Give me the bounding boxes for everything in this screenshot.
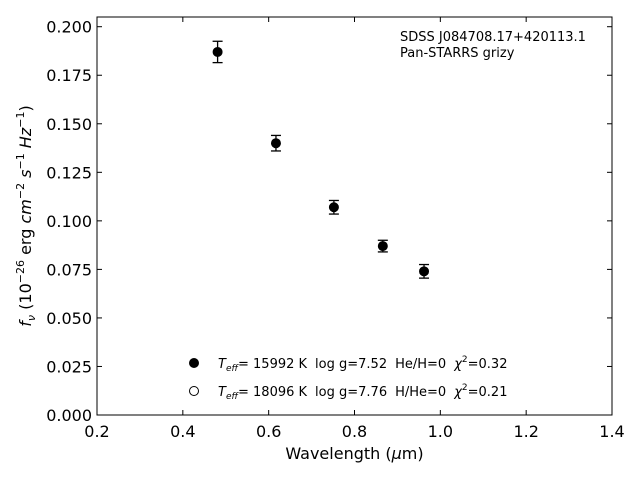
- legend-marker-filled: [189, 358, 199, 368]
- annotation-survey: Pan-STARRS grizy: [400, 46, 515, 61]
- data-points: [212, 40, 430, 279]
- y-tick-label: 0.150: [46, 115, 92, 134]
- legend-marker-open: [189, 386, 199, 396]
- y-tick-label: 0.175: [46, 66, 92, 85]
- plot-area: [96, 16, 613, 416]
- data-point: [419, 266, 430, 277]
- x-tick-label: 1.4: [599, 422, 624, 441]
- annotation-object-name: SDSS J084708.17+420113.1: [400, 30, 586, 45]
- y-tick-label: 0.100: [46, 212, 92, 231]
- x-tick-label: 1.2: [513, 422, 538, 441]
- data-point: [328, 202, 339, 213]
- x-tick-label: 0.4: [170, 422, 195, 441]
- x-tick-label: 1.0: [428, 422, 453, 441]
- x-tick-label: 0.8: [342, 422, 367, 441]
- y-axis-ticks: 0.000 0.025 0.050 0.075 0.100 0.125 0.150 0.175…: [46, 18, 612, 425]
- x-axis-ticks: 0.2 0.4 0.6 0.8 1.0 1.2 1.4: [84, 17, 625, 441]
- y-axis-label: fν (10−26 erg cm−2 s−1 Hz−1): [14, 105, 38, 326]
- data-point: [212, 46, 223, 57]
- y-tick-label: 0.025: [46, 357, 92, 376]
- y-tick-label: 0.050: [46, 309, 92, 328]
- y-tick-label: 0.075: [46, 260, 92, 279]
- y-tick-label: 0.200: [46, 18, 92, 37]
- data-point: [270, 138, 281, 149]
- x-axis-label: Wavelength (μm): [285, 444, 423, 463]
- y-tick-label: 0.125: [46, 163, 92, 182]
- data-point: [377, 241, 388, 252]
- x-tick-label: 0.6: [256, 422, 281, 441]
- y-tick-label: 0.000: [46, 406, 92, 425]
- x-tick-label: 0.2: [84, 422, 109, 441]
